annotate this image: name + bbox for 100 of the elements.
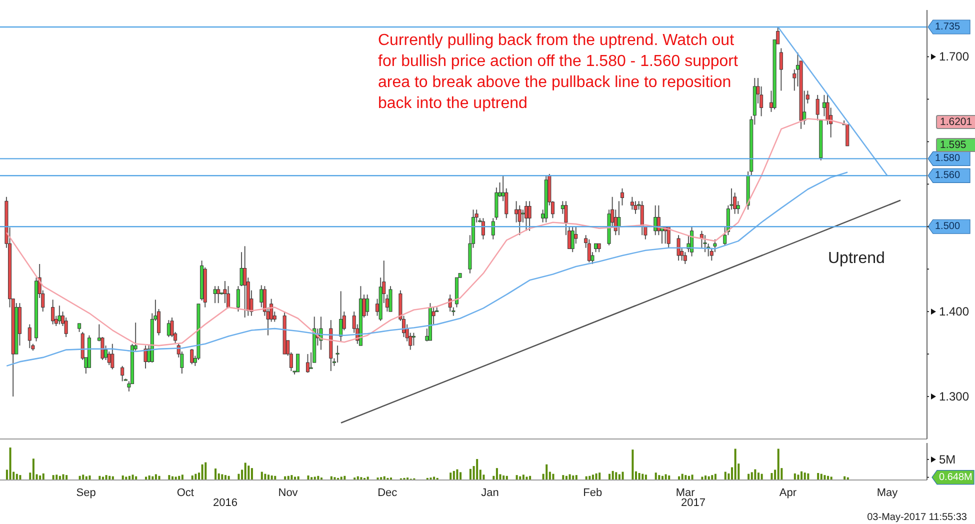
x-tick-label: Feb xyxy=(583,486,602,499)
bar xyxy=(52,475,54,480)
candlestick xyxy=(521,209,525,223)
bar xyxy=(797,474,800,480)
bar xyxy=(204,462,207,480)
bar xyxy=(820,474,822,480)
bar xyxy=(32,458,34,480)
bar xyxy=(250,468,253,480)
bar xyxy=(522,474,524,480)
candlestick xyxy=(518,204,522,236)
bar xyxy=(794,473,796,480)
bar xyxy=(760,474,763,480)
bar xyxy=(248,466,250,480)
candlestick xyxy=(779,48,783,92)
candlestick xyxy=(120,365,124,382)
annotation: Currently pulling back from the uptrend. Watch out for bullish price action off the 1.580 - 1.560 support area to break above the pullback line to reposition back into the uptrend xyxy=(378,31,739,114)
bar xyxy=(66,475,68,480)
ref-line-label: 1.580 xyxy=(935,153,960,164)
bar xyxy=(592,474,594,480)
candlestick xyxy=(260,284,264,308)
candlestick xyxy=(736,200,740,214)
bar xyxy=(724,472,726,480)
bar xyxy=(174,476,177,480)
bar xyxy=(817,473,820,480)
candlestick xyxy=(51,299,55,325)
bar xyxy=(62,474,64,480)
text: 2017 xyxy=(681,497,706,509)
candlestick xyxy=(144,345,148,369)
bar xyxy=(754,469,756,480)
bar xyxy=(224,475,226,480)
candlestick xyxy=(491,218,495,240)
candlestick xyxy=(339,290,343,342)
x-tick-label: Mar xyxy=(676,486,696,499)
candlestick xyxy=(190,348,194,365)
bar xyxy=(433,476,436,480)
bar xyxy=(294,476,296,480)
candlestick xyxy=(528,200,532,232)
candlestick xyxy=(412,332,416,346)
bar xyxy=(181,474,184,480)
bar xyxy=(575,475,578,480)
y-tick-label: 5M xyxy=(939,452,956,466)
bar xyxy=(201,464,204,480)
bar xyxy=(800,471,803,480)
x-tick-label: Apr xyxy=(779,486,797,499)
bar xyxy=(658,475,660,480)
y-tick-label: 1.700 xyxy=(939,50,970,64)
bar xyxy=(622,472,624,480)
annotation: Uptrend xyxy=(828,250,885,268)
candlestick xyxy=(617,200,621,236)
bar xyxy=(19,475,22,480)
bar xyxy=(734,448,736,480)
bar xyxy=(830,476,832,480)
candlestick xyxy=(58,305,62,325)
text: 03-May-2017 11:55:33 xyxy=(867,512,967,523)
bar xyxy=(221,474,224,480)
bar xyxy=(102,476,104,480)
bar xyxy=(750,472,753,480)
candlestick xyxy=(240,252,244,287)
bar xyxy=(260,472,263,480)
x-tick-label: Jan xyxy=(481,486,499,499)
bar xyxy=(366,476,369,480)
bar xyxy=(145,476,148,480)
bar xyxy=(42,473,44,480)
bar xyxy=(804,472,806,480)
bar xyxy=(644,474,647,480)
bar xyxy=(340,476,342,480)
y-tick-label: 0.648M xyxy=(939,472,972,483)
bar xyxy=(105,475,108,480)
bar xyxy=(552,474,554,480)
candlestick xyxy=(236,286,240,312)
candlestick xyxy=(654,204,658,236)
bar xyxy=(598,472,601,480)
bar xyxy=(516,475,518,480)
y-tick-label: 1.400 xyxy=(939,304,970,319)
candlestick xyxy=(634,200,638,214)
bar xyxy=(807,473,810,480)
text: 1.595 xyxy=(936,138,975,152)
text: 2016 xyxy=(213,497,238,509)
ref-line-label: 1.500 xyxy=(935,221,960,232)
candlestick xyxy=(620,188,624,206)
bar xyxy=(654,472,657,480)
candlestick xyxy=(676,234,680,262)
x-tick-label: May xyxy=(876,486,898,499)
bar xyxy=(758,472,760,480)
candlestick xyxy=(630,196,634,210)
bar xyxy=(214,468,217,480)
candlestick xyxy=(223,280,227,304)
candlestick xyxy=(587,238,591,263)
candlestick xyxy=(296,354,300,372)
candlestick xyxy=(713,238,717,253)
x-tick-label: Nov xyxy=(278,486,298,499)
bar xyxy=(562,475,564,480)
bar xyxy=(154,474,157,480)
candlestick xyxy=(110,343,114,370)
bar xyxy=(714,474,716,480)
bar xyxy=(777,448,780,480)
bar xyxy=(664,474,667,480)
bar xyxy=(496,468,498,480)
candlestick xyxy=(703,234,707,253)
candlestick xyxy=(733,192,737,214)
